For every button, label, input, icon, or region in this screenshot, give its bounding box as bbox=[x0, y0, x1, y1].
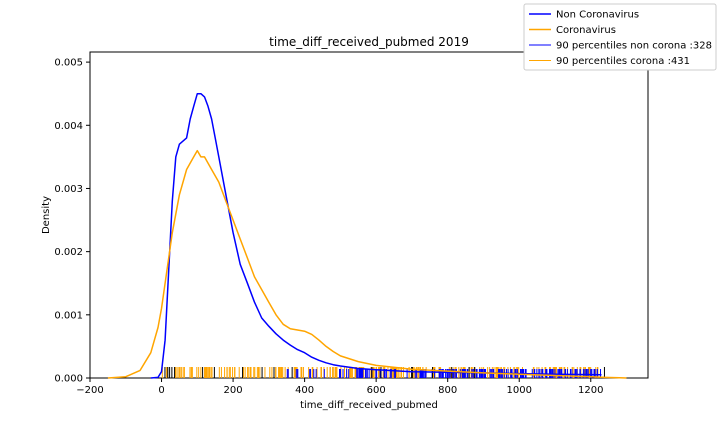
y-tick-label: 0.003 bbox=[54, 184, 83, 195]
y-axis: 0.000 0.001 0.002 0.003 0.004 0.005 bbox=[54, 58, 90, 385]
x-axis-title: time_diff_received_pubmed bbox=[300, 400, 438, 411]
y-tick-label: 0.000 bbox=[54, 374, 83, 385]
x-tick-label: −200 bbox=[76, 385, 103, 396]
legend-label: Non Coronavirus bbox=[556, 10, 639, 21]
x-tick-label: 400 bbox=[295, 385, 314, 396]
y-tick-label: 0.002 bbox=[54, 247, 83, 258]
plot-frame bbox=[89, 51, 649, 379]
plot-area bbox=[89, 51, 649, 379]
x-axis: −200 0 200 400 600 800 1000 1200 bbox=[76, 378, 603, 396]
series-line-non-coronavirus bbox=[150, 92, 602, 379]
x-tick-label: 1000 bbox=[507, 385, 532, 396]
series-line-coronavirus bbox=[107, 149, 627, 379]
y-tick-label: 0.001 bbox=[54, 310, 83, 321]
x-tick-label: 0 bbox=[158, 385, 164, 396]
x-tick-label: 200 bbox=[224, 385, 243, 396]
y-tick-label: 0.005 bbox=[54, 58, 83, 69]
legend-label: 90 percentiles corona :431 bbox=[556, 56, 690, 67]
legend-label: Coronavirus bbox=[556, 25, 616, 36]
x-tick-label: 600 bbox=[367, 385, 386, 396]
x-tick-label: 1200 bbox=[578, 385, 603, 396]
legend-box bbox=[523, 3, 717, 71]
legend: Non Coronavirus Coronavirus 90 percentiles… bbox=[523, 3, 717, 71]
legend-label: 90 percentiles non corona :328 bbox=[556, 41, 712, 52]
y-axis-title: Density bbox=[41, 196, 52, 234]
series-layer bbox=[107, 92, 627, 379]
chart-title: time_diff_received_pubmed 2019 bbox=[269, 35, 469, 49]
rug-layer bbox=[161, 367, 605, 378]
x-tick-label: 800 bbox=[438, 385, 457, 396]
y-tick-label: 0.004 bbox=[54, 121, 83, 132]
